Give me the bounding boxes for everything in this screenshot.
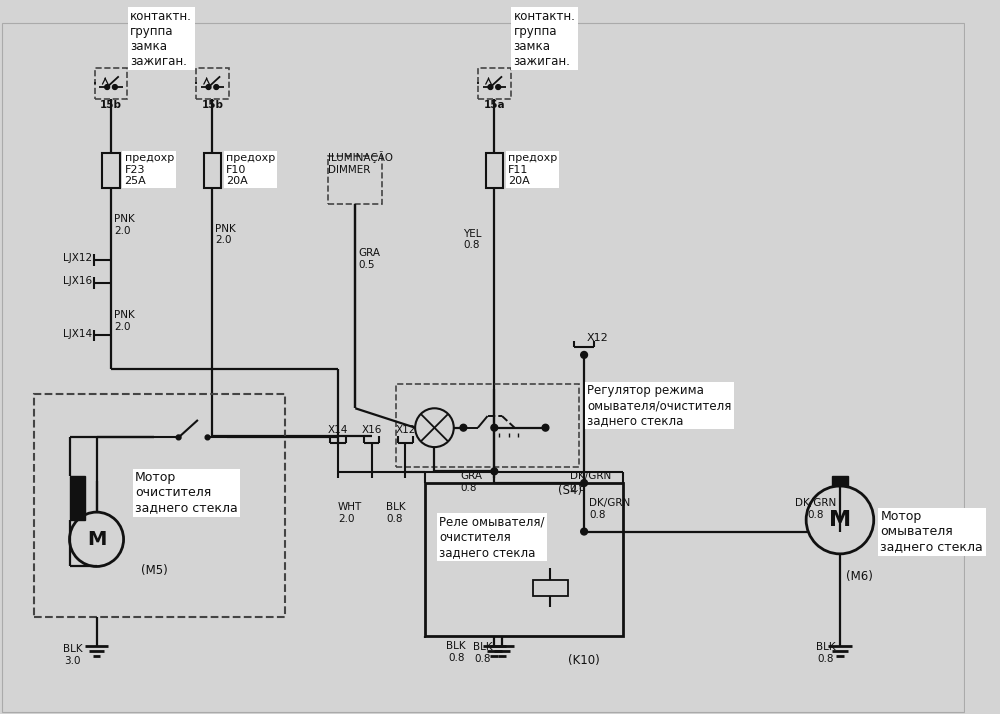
Text: YEL
0.8: YEL 0.8 <box>463 228 482 251</box>
Circle shape <box>542 424 549 431</box>
Text: (M6): (M6) <box>846 570 873 583</box>
Text: LJX12: LJX12 <box>63 253 92 263</box>
Bar <box>102 153 120 188</box>
Circle shape <box>581 480 587 486</box>
Bar <box>425 483 623 636</box>
Text: Регулятор режима
омывателя/очистителя
заднего стекла: Регулятор режима омывателя/очистителя за… <box>587 384 731 427</box>
Circle shape <box>105 85 110 89</box>
Text: контактн.
группа
замка
зажиган.: контактн. группа замка зажиган. <box>514 9 575 68</box>
Bar <box>95 68 127 99</box>
Text: (S4): (S4) <box>558 484 582 497</box>
Text: BLK
0.8: BLK 0.8 <box>473 642 493 664</box>
Text: контактн.
группа
замка
зажиган.: контактн. группа замка зажиган. <box>130 9 192 68</box>
Text: (K10): (K10) <box>568 654 600 667</box>
Text: 15b: 15b <box>100 100 122 110</box>
Text: Мотор
очистителя
заднего стекла: Мотор очистителя заднего стекла <box>135 471 238 514</box>
Text: DK/GRN
0.8: DK/GRN 0.8 <box>589 498 630 520</box>
Circle shape <box>415 408 454 447</box>
Text: GRA
0.5: GRA 0.5 <box>358 248 380 270</box>
Text: PNK
2.0: PNK 2.0 <box>215 224 236 246</box>
Text: LJX16: LJX16 <box>63 276 92 286</box>
Text: Реле омывателя/
очистителя
заднего стекла: Реле омывателя/ очистителя заднего стекл… <box>439 516 545 559</box>
Text: X14: X14 <box>328 426 348 436</box>
Text: (M5): (M5) <box>141 563 168 577</box>
Text: предохр
F11
20A: предохр F11 20A <box>508 153 557 186</box>
Text: DK/GRN
0.8: DK/GRN 0.8 <box>795 498 836 520</box>
Text: LJX14: LJX14 <box>63 328 92 338</box>
Text: Мотор
омывателя
заднего стекла: Мотор омывателя заднего стекла <box>880 511 983 553</box>
Text: X16: X16 <box>362 426 382 436</box>
Bar <box>204 153 221 188</box>
Bar <box>396 384 579 466</box>
Text: BLK
0.8: BLK 0.8 <box>816 642 835 664</box>
Circle shape <box>491 468 498 475</box>
Text: PNK
2.0: PNK 2.0 <box>114 214 135 236</box>
Bar <box>478 68 511 99</box>
Text: X12: X12 <box>587 333 609 343</box>
Text: PNK
2.0: PNK 2.0 <box>114 311 135 332</box>
Circle shape <box>806 486 874 554</box>
Text: M: M <box>87 530 106 549</box>
Circle shape <box>206 85 211 89</box>
Circle shape <box>581 351 587 358</box>
Text: DK/GRN
0.8: DK/GRN 0.8 <box>570 471 611 493</box>
Circle shape <box>496 85 501 89</box>
Bar <box>533 580 568 595</box>
Text: M: M <box>829 510 851 530</box>
Circle shape <box>70 512 124 566</box>
Text: ILUMINAÇÃO
DIMMER: ILUMINAÇÃO DIMMER <box>328 151 393 175</box>
Bar <box>328 156 382 204</box>
Bar <box>34 393 285 617</box>
Text: предохр
F23
25A: предохр F23 25A <box>125 153 174 186</box>
Circle shape <box>214 85 219 89</box>
Circle shape <box>112 85 117 89</box>
Text: 15b: 15b <box>201 100 223 110</box>
Circle shape <box>488 85 493 89</box>
Text: BLK
3.0: BLK 3.0 <box>63 644 82 665</box>
Text: BLK
0.8: BLK 0.8 <box>446 641 465 663</box>
Text: WHT
2.0: WHT 2.0 <box>338 503 362 524</box>
Text: BLK
0.8: BLK 0.8 <box>386 503 406 524</box>
Text: 15a: 15a <box>483 100 505 110</box>
Bar <box>70 476 85 520</box>
Circle shape <box>581 528 587 535</box>
Circle shape <box>205 435 210 440</box>
Circle shape <box>491 424 498 431</box>
Bar <box>196 68 229 99</box>
Text: предохр
F10
20A: предохр F10 20A <box>226 153 275 186</box>
Circle shape <box>460 424 467 431</box>
Text: X12: X12 <box>395 426 416 436</box>
Bar <box>486 153 503 188</box>
Circle shape <box>176 435 181 440</box>
Text: GRA
0.8: GRA 0.8 <box>461 471 483 493</box>
Bar <box>832 476 848 486</box>
